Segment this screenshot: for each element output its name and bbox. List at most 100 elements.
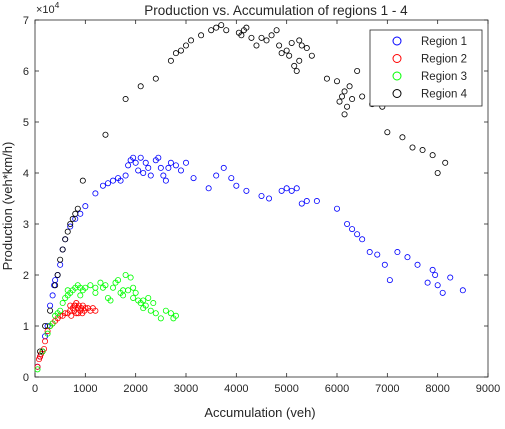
data-point (125, 162, 132, 169)
y-tick-label: 0 (23, 372, 29, 384)
data-point (381, 261, 388, 268)
data-point (34, 366, 41, 373)
data-point (64, 228, 71, 235)
data-point (298, 200, 305, 207)
data-point (75, 310, 82, 317)
y-exponent-base: ×10 (36, 4, 55, 16)
x-tick-label: 3000 (174, 383, 198, 395)
axes-box (34, 19, 489, 378)
legend-box (369, 29, 483, 107)
data-point (130, 294, 137, 301)
data-point (42, 338, 49, 345)
data-point (432, 271, 439, 278)
data-point (122, 96, 129, 103)
data-point (97, 279, 104, 286)
data-point (429, 266, 436, 273)
data-point (366, 249, 373, 256)
data-point (62, 310, 69, 317)
data-point (354, 68, 361, 75)
plot-area: 0 1000 2000 3000 4000 5000 6000 7000 8000 9000 0 1 2… (23, 15, 500, 395)
data-point (122, 271, 129, 278)
data-point (276, 42, 283, 49)
y-tick-label: 2 (23, 270, 29, 282)
legend-marker (392, 36, 402, 46)
data-point (182, 159, 189, 166)
data-point (49, 292, 56, 299)
data-point (150, 300, 157, 307)
data-point (177, 47, 184, 54)
data-point (72, 210, 79, 217)
data-point (263, 37, 270, 44)
data-point (283, 47, 290, 54)
data-point (82, 305, 89, 312)
data-point (323, 75, 330, 82)
data-point (102, 131, 109, 138)
data-point (346, 83, 353, 90)
data-point (130, 284, 137, 291)
x-tick-label: 6000 (325, 383, 349, 395)
data-point (258, 192, 265, 199)
x-axis-label: Accumulation (veh) (204, 405, 315, 420)
data-point (303, 198, 310, 205)
data-point (132, 289, 139, 296)
data-point (220, 164, 227, 171)
data-point (145, 294, 152, 301)
y-tick-label: 6 (23, 66, 29, 78)
data-point (92, 307, 99, 314)
data-point (110, 284, 117, 291)
data-point (386, 277, 393, 284)
data-point (120, 287, 127, 294)
data-point (52, 282, 59, 289)
data-point (177, 167, 184, 174)
data-point (268, 32, 275, 39)
data-point (44, 328, 51, 335)
data-point (208, 27, 215, 34)
data-point (77, 292, 84, 299)
legend-marker (392, 71, 402, 81)
data-point (172, 50, 179, 57)
data-point (140, 297, 147, 304)
data-point (122, 172, 129, 179)
data-point (36, 356, 43, 363)
data-point (283, 185, 290, 192)
data-point (68, 312, 75, 319)
data-point (42, 322, 49, 329)
data-point (424, 279, 431, 286)
data-point (104, 180, 111, 187)
data-point (240, 27, 247, 34)
data-point (344, 220, 351, 227)
data-point (115, 277, 122, 284)
data-point (434, 282, 441, 289)
data-point (253, 42, 260, 49)
legend-entry-label: Region 1 (421, 36, 467, 48)
data-point (419, 147, 426, 154)
data-point (99, 182, 106, 189)
data-point (132, 159, 139, 166)
data-point (354, 231, 361, 238)
data-point (44, 330, 51, 337)
data-point (34, 363, 41, 370)
data-point (117, 177, 124, 184)
data-point (137, 154, 144, 161)
data-point (336, 98, 343, 105)
data-point (333, 205, 340, 212)
data-point (213, 172, 220, 179)
x-tick-label: 4000 (224, 383, 248, 395)
x-tick-label: 0 (32, 383, 38, 395)
data-point (57, 307, 64, 314)
legend-entry-label: Region 4 (421, 89, 468, 101)
data-point (258, 34, 265, 41)
data-point (102, 282, 109, 289)
data-point (162, 307, 169, 314)
data-point (172, 162, 179, 169)
data-point (188, 37, 195, 44)
data-point (394, 249, 401, 256)
data-point (137, 83, 144, 90)
data-point (73, 300, 80, 307)
data-point (293, 68, 300, 75)
data-point (404, 254, 411, 261)
data-point (439, 289, 446, 296)
data-point (344, 103, 351, 110)
